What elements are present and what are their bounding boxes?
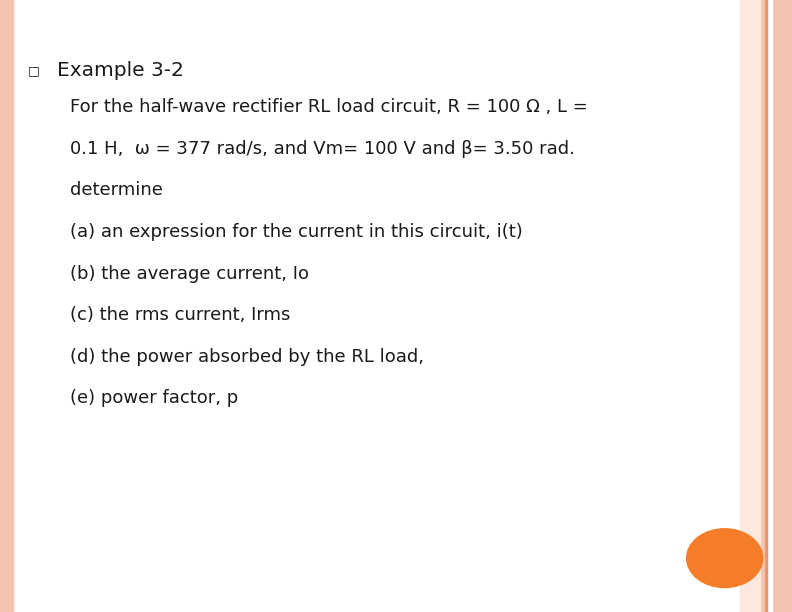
Bar (772, 0, 792, 612)
Text: (d) the power absorbed by the RL load,: (d) the power absorbed by the RL load, (70, 348, 424, 366)
Text: 0.1 H,  ω = 377 rad/s, and Vm= 100 V and β= 3.50 rad.: 0.1 H, ω = 377 rad/s, and Vm= 100 V and … (70, 140, 574, 158)
Bar (764, 0, 767, 612)
Text: determine: determine (70, 181, 162, 200)
Text: (e) power factor, p: (e) power factor, p (70, 389, 238, 408)
Text: For the half-wave rectifier RL load circuit, R = 100 Ω , L =: For the half-wave rectifier RL load circ… (70, 98, 588, 116)
Bar (760, 0, 764, 612)
Text: Example 3-2: Example 3-2 (57, 61, 184, 80)
Bar (0, 0, 13, 612)
Bar (740, 0, 760, 612)
Circle shape (687, 529, 763, 588)
Text: (c) the rms current, Irms: (c) the rms current, Irms (70, 306, 290, 324)
Text: □: □ (28, 64, 39, 77)
Text: (b) the average current, Io: (b) the average current, Io (70, 264, 309, 283)
Bar (767, 0, 772, 612)
Text: (a) an expression for the current in this circuit, i(t): (a) an expression for the current in thi… (70, 223, 523, 241)
